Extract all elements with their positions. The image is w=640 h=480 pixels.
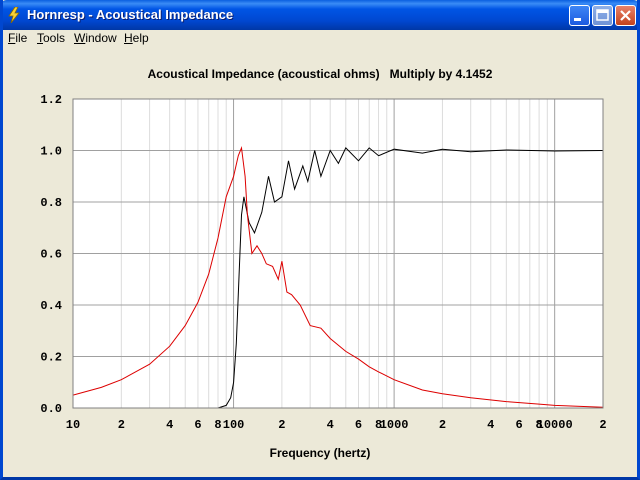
x-tick-label: 6 — [355, 418, 362, 432]
title-bar[interactable]: Hornresp - Acoustical Impedance — [0, 0, 640, 30]
menu-tools[interactable]: Tools — [37, 31, 65, 45]
x-tick-label: 4 — [166, 418, 173, 432]
window-title: Hornresp - Acoustical Impedance — [27, 7, 234, 22]
lightning-bolt-icon — [8, 7, 20, 23]
x-tick-label: 4 — [487, 418, 494, 432]
menu-help[interactable]: Help — [124, 31, 149, 45]
menu-window-accel: W — [74, 31, 86, 45]
menu-window[interactable]: Window — [74, 31, 117, 45]
minimize-icon — [574, 18, 581, 21]
x-tick-label: 1000 — [380, 418, 409, 432]
series-line-1 — [197, 147, 604, 409]
y-axis-ticks: 0.0 0.2 0.4 0.6 0.8 1.0 1.2 — [40, 93, 62, 416]
x-tick-label: 8 — [536, 418, 543, 432]
y-tick-label: 0.8 — [40, 196, 62, 210]
x-tick-label: 2 — [599, 418, 606, 432]
x-tick-label: 2 — [439, 418, 446, 432]
menu-tools-accel: T — [37, 31, 43, 45]
x-tick-label: 8 — [214, 418, 221, 432]
close-button[interactable] — [615, 5, 636, 26]
x-tick-label: 2 — [118, 418, 125, 432]
x-tick-label: 10000 — [537, 418, 573, 432]
menu-bar: File Tools Window Help — [0, 30, 640, 48]
x-tick-label: 6 — [194, 418, 201, 432]
menu-window-label: indow — [85, 31, 117, 45]
x-tick-label: 4 — [327, 418, 334, 432]
series-line-2 — [72, 145, 604, 408]
close-icon — [620, 10, 631, 21]
menu-help-label: elp — [132, 31, 149, 45]
series-lines — [72, 145, 604, 409]
chart-title: Acoustical Impedance (acoustical ohms) M… — [147, 67, 493, 81]
menu-file[interactable]: File — [8, 31, 27, 45]
x-tick-label: 6 — [515, 418, 522, 432]
x-tick-label: 10 — [66, 418, 80, 432]
y-tick-label: 1.0 — [40, 145, 62, 159]
menu-file-accel: F — [8, 31, 16, 45]
menu-help-accel: H — [124, 31, 133, 45]
y-tick-label: 0.2 — [40, 351, 62, 365]
minimize-button[interactable] — [569, 5, 590, 26]
y-tick-label: 0.6 — [40, 248, 62, 262]
menu-tools-label: ools — [43, 31, 66, 45]
x-tick-label: 8 — [375, 418, 382, 432]
plot-border — [72, 98, 604, 409]
x-axis-label: Frequency (hertz) — [269, 446, 371, 460]
y-tick-label: 0.4 — [40, 299, 62, 313]
y-tick-label: 0.0 — [40, 402, 62, 416]
menu-file-label: ile — [15, 31, 28, 45]
y-tick-label: 1.2 — [40, 93, 62, 107]
maximize-icon — [596, 9, 609, 21]
maximize-button[interactable] — [592, 5, 613, 26]
x-tick-label: 100 — [223, 418, 245, 432]
x-tick-label: 2 — [278, 418, 285, 432]
